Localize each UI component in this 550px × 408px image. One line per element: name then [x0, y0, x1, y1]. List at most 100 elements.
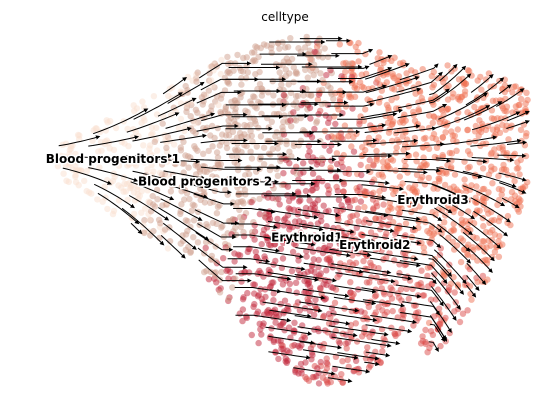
cell-point [303, 33, 310, 41]
cell-point [479, 195, 487, 202]
velocity-streamline [327, 65, 370, 70]
velocity-streamline [366, 138, 419, 145]
cell-point [472, 122, 480, 130]
cell-point [287, 235, 294, 242]
cell-point [218, 268, 225, 276]
velocity-streamline [327, 102, 375, 107]
cell-point [346, 203, 353, 211]
cell-point [202, 244, 209, 252]
cell-point [427, 240, 434, 247]
cell-point [185, 164, 192, 171]
velocity-streamline [470, 73, 494, 93]
cell-point [362, 50, 369, 58]
cell-point [415, 106, 422, 113]
cell-point [483, 206, 490, 213]
cell-point [319, 345, 326, 352]
cell-point [355, 58, 362, 65]
cell-point [243, 314, 251, 322]
cell-point [353, 211, 361, 219]
velocity-streamline [93, 108, 149, 135]
cell-point [223, 140, 230, 147]
cell-point [454, 126, 461, 133]
cell-point [305, 39, 312, 47]
velocity-streamline [470, 138, 522, 147]
cell-point [279, 255, 287, 262]
velocity-streamline [264, 236, 316, 247]
cell-point [368, 274, 375, 281]
cell-point [487, 242, 494, 249]
cell-point [428, 72, 435, 80]
cell-point [190, 234, 197, 241]
cell-point [304, 152, 312, 159]
cell-point [300, 169, 307, 176]
cell-point [290, 140, 298, 147]
velocity-streamline [430, 286, 457, 321]
cell-point [188, 207, 196, 214]
cell-point [333, 183, 340, 191]
cell-point [504, 212, 512, 220]
cell-point [429, 84, 436, 91]
velocity-streamline [303, 262, 364, 274]
cell-point [209, 219, 217, 227]
cell-point [283, 55, 290, 62]
velocity-streamline [200, 138, 248, 144]
cell-point [270, 92, 277, 99]
cell-point [479, 165, 487, 172]
cell-point [327, 164, 334, 171]
velocity-streamline [397, 88, 450, 109]
cell-point [379, 348, 386, 355]
cell-point [311, 268, 318, 276]
cell-point [378, 285, 385, 292]
cell-point [293, 68, 300, 76]
cell-point [396, 209, 404, 216]
cell-point [425, 145, 433, 152]
cell-point [229, 216, 236, 223]
cell-point [365, 303, 372, 310]
cell-point [439, 134, 446, 141]
cell-point [146, 216, 153, 223]
cell-point [371, 311, 378, 319]
cell-point [413, 171, 421, 178]
cell-point [236, 252, 244, 259]
cell-point [321, 100, 329, 107]
cell-point [306, 104, 314, 112]
cell-point [239, 68, 247, 75]
cell-point [222, 186, 229, 194]
cell-point [419, 66, 426, 73]
cell-point [462, 217, 469, 225]
cell-point [362, 106, 369, 113]
cell-point [421, 159, 428, 167]
cell-point [332, 120, 339, 128]
velocity-streamline [462, 170, 517, 188]
cell-point [281, 297, 289, 304]
cell-point [330, 310, 337, 317]
cell-point [315, 91, 323, 98]
cell-point [456, 318, 464, 326]
cell-point [455, 76, 463, 83]
cell-point [292, 279, 300, 286]
cell-point [340, 60, 347, 67]
cell-point [293, 289, 300, 296]
cell-point [324, 255, 331, 262]
cell-point [275, 355, 282, 363]
cell-point [450, 183, 457, 190]
velocity-streamline [429, 301, 452, 334]
cell-point [276, 45, 283, 52]
cell-point [404, 240, 411, 247]
cell-point [336, 340, 343, 347]
cell-point [323, 267, 330, 274]
cell-point [142, 205, 149, 212]
cell-point [427, 263, 434, 271]
cell-point [274, 215, 281, 223]
velocity-streamline [126, 112, 180, 133]
velocity-streamline [197, 223, 237, 240]
cluster-label: Erythroid2 [339, 238, 410, 252]
cell-point [389, 70, 396, 78]
velocity-streamline [428, 341, 439, 353]
velocity-streamline [262, 301, 323, 313]
cell-point [272, 257, 279, 265]
cell-point [247, 148, 254, 155]
cell-point [490, 115, 498, 123]
cell-point [498, 191, 505, 198]
cell-point [344, 339, 351, 346]
